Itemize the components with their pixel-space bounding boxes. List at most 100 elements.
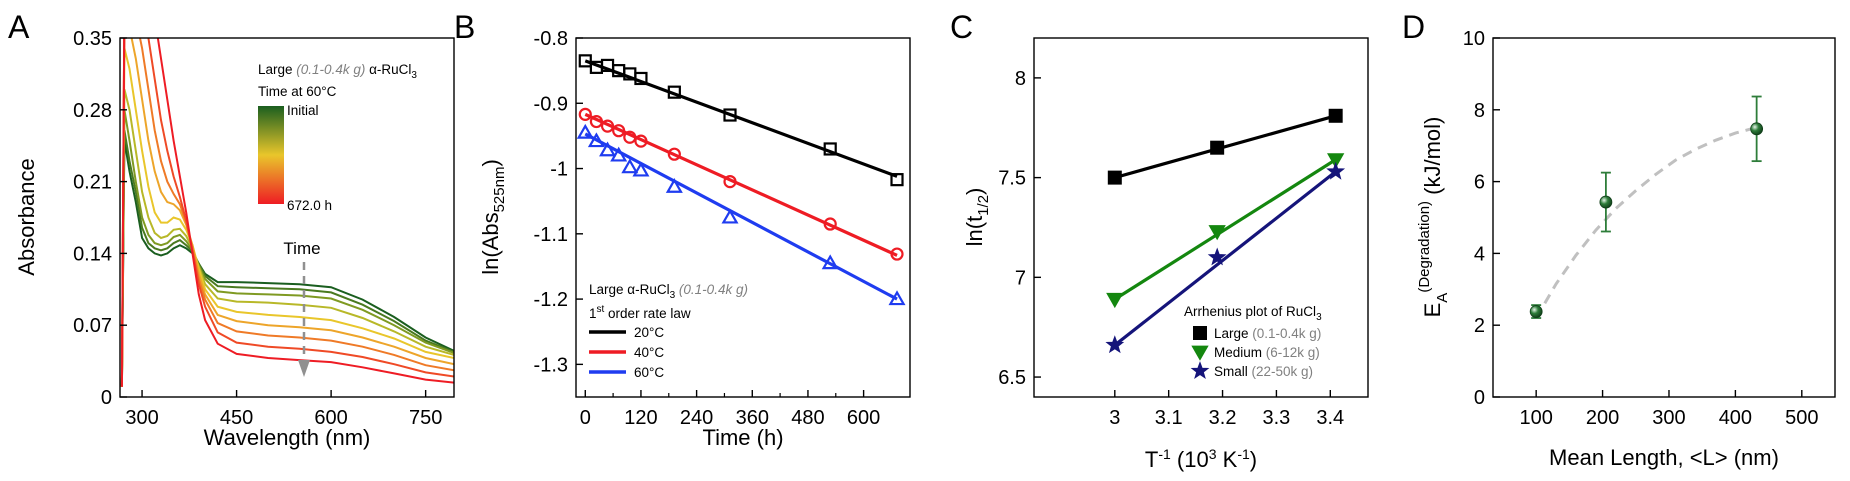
y-tick-label: 6.5 [998, 367, 1026, 389]
legend-label: 40°C [634, 345, 664, 360]
y-tick-label: 7 [1015, 267, 1026, 289]
x-tick-label: 240 [680, 407, 713, 429]
panel-a: A 300 450 600 750 0 0.07 0.14 0.21 0.28 0.35 Wav… [8, 9, 455, 450]
y-tick-label: -0.8 [534, 28, 568, 50]
data-point [1326, 161, 1346, 180]
data-point [587, 132, 605, 148]
y-tick-label: 8 [1015, 68, 1026, 90]
legend-label: 60°C [634, 365, 664, 380]
spectrum-line [120, 89, 454, 387]
data-point [1529, 305, 1543, 318]
data-point [890, 173, 904, 187]
legend-marker [1193, 326, 1207, 340]
spectrum-line [120, 140, 454, 387]
data-point [623, 130, 637, 144]
plot-frame-c [1033, 37, 1369, 398]
legend-marker [1190, 361, 1210, 379]
data-point [723, 175, 737, 189]
plot-frame-a [119, 37, 455, 398]
y-tick-label: -1.3 [534, 354, 568, 376]
data-point [1207, 247, 1227, 266]
legend-title-c: Arrhenius plot of RuCl3 [1184, 304, 1322, 323]
fit-line [584, 59, 898, 178]
y-tick-label: 0.14 [73, 243, 112, 265]
x-tick-label: 3.1 [1155, 407, 1183, 429]
data-point [723, 108, 737, 122]
panel-label-d: D [1402, 9, 1425, 45]
data-point [1106, 292, 1124, 309]
data-point [721, 208, 739, 224]
x-tick-label: 3.2 [1209, 407, 1237, 429]
fit-line [584, 132, 898, 301]
data-point [823, 142, 837, 156]
colorbar [258, 106, 284, 204]
data-point [888, 290, 906, 306]
fit-line [584, 112, 898, 257]
x-axis-label-c: T-1 (103 K-1) [1145, 446, 1257, 472]
y-axis-label-b: ln(Abs525nm) [478, 159, 508, 275]
data-point [610, 146, 628, 162]
y-ticks-c: 6.5 7 7.5 8 [998, 68, 1041, 389]
arrhenius-fit-line [1114, 114, 1337, 180]
y-tick-label: 0.35 [73, 28, 112, 50]
y-tick-label: 8 [1474, 100, 1485, 122]
legend-title-b: Large α-RuCl3 (0.1-0.4k g) [589, 282, 748, 301]
data-point [576, 123, 594, 139]
y-ticks-a: 0 0.07 0.14 0.21 0.28 0.35 [73, 28, 127, 409]
y-ticks-d: 0 2 4 6 8 10 [1463, 28, 1500, 409]
legend-items-c: Large (0.1-0.4k g) Medium (6-12k g) Small … [1190, 326, 1321, 379]
legend-subtitle-a: Time at 60°C [258, 84, 337, 99]
x-tick-label: 400 [1719, 407, 1752, 429]
data-point [600, 119, 615, 133]
x-ticks-d: 100 200 300 400 500 [1519, 390, 1818, 429]
time-annotation: Time [283, 239, 321, 377]
rate-data [576, 54, 906, 306]
data-point [634, 134, 648, 148]
y-tick-label: 0 [1474, 387, 1485, 409]
y-tick-label: 2 [1474, 315, 1485, 337]
data-point [1107, 170, 1122, 185]
legend-title-a: Large (0.1-0.4k g) α-RuCl3 [258, 62, 417, 81]
panel-label-c: C [950, 9, 973, 45]
y-tick-label: 0.28 [73, 100, 112, 122]
time-arrow-head [298, 360, 310, 377]
y-tick-label: -1.1 [534, 224, 568, 246]
data-point [667, 85, 681, 99]
x-tick-label: 600 [847, 407, 880, 429]
legend-b: Large α-RuCl3 (0.1-0.4k g) 1st order rat… [589, 282, 748, 380]
data-point [1105, 335, 1125, 354]
y-tick-label: 6 [1474, 172, 1485, 194]
y-axis-label-d: EA(Degradation) (kJ/mol) [1416, 117, 1451, 318]
legend-c: Arrhenius plot of RuCl3 Large (0.1-0.4k … [1184, 304, 1322, 379]
legend-label: Large (0.1-0.4k g) [1214, 326, 1321, 341]
y-tick-label: 0.21 [73, 172, 112, 194]
data-point [612, 124, 626, 138]
data-point [1599, 195, 1613, 209]
legend-law-b: 1st order rate law [589, 304, 691, 321]
x-tick-label: 0 [580, 407, 591, 429]
x-tick-label: 200 [1586, 407, 1619, 429]
y-tick-label: -0.9 [534, 93, 568, 115]
spectrum-line [120, 109, 454, 387]
x-tick-label: 3 [1109, 407, 1120, 429]
x-tick-label: 3.4 [1316, 407, 1344, 429]
x-tick-label: 600 [314, 407, 347, 429]
colorbar-bottom-label: 672.0 h [287, 198, 332, 213]
data-point [1328, 108, 1343, 123]
absorbance-curves [120, 38, 454, 387]
x-tick-label: 480 [791, 407, 824, 429]
panel-b: B 0 120 240 360 480 600 -1.3 -1.2 -1.1 -1 -0.9 -0.… [454, 9, 911, 450]
x-tick-label: 100 [1519, 407, 1552, 429]
legend-label: Medium (6-12k g) [1214, 345, 1320, 360]
data-point [578, 107, 592, 121]
x-tick-label: 3.3 [1263, 407, 1291, 429]
legend-a: Large (0.1-0.4k g) α-RuCl3 Time at 60°C … [258, 62, 417, 213]
y-tick-label: 0.07 [73, 315, 112, 337]
panel-label-b: B [454, 9, 475, 45]
x-axis-label-a: Wavelength (nm) [204, 425, 371, 450]
data-point [621, 158, 639, 174]
colorbar-top-label: Initial [287, 103, 319, 118]
data-point [1327, 153, 1345, 169]
data-point [890, 247, 904, 261]
